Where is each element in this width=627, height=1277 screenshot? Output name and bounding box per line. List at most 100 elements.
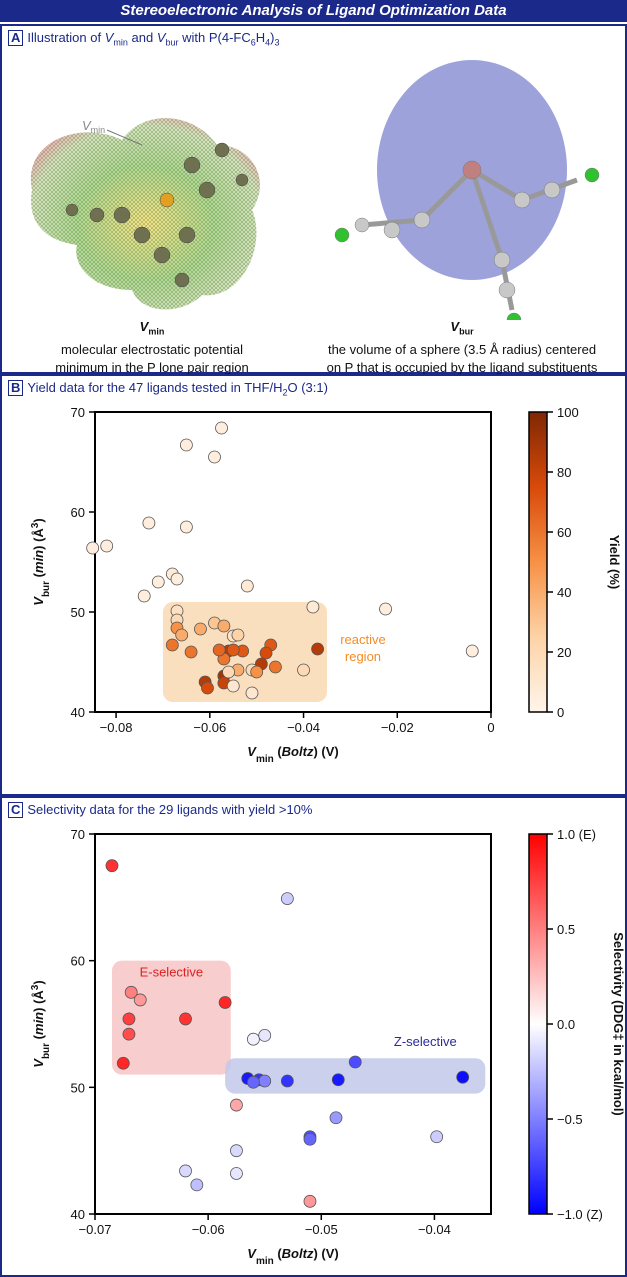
point bbox=[179, 1164, 192, 1178]
y-tick-label: 40 bbox=[71, 1207, 85, 1222]
x-tick-label: −0.06 bbox=[193, 720, 226, 735]
t: V bbox=[104, 30, 114, 45]
t: bur bbox=[459, 326, 474, 337]
point bbox=[194, 622, 207, 636]
point bbox=[230, 1167, 243, 1180]
t: the volume of a sphere (3.5 Å radius) ce… bbox=[327, 341, 597, 357]
label-part: min bbox=[31, 1012, 46, 1035]
x-tick-label: −0.07 bbox=[79, 1222, 112, 1237]
point bbox=[217, 619, 231, 633]
point bbox=[246, 1032, 260, 1046]
chart: reactive region −0.08 −0.06 −0.04 −0.02 0 40 50 6… bbox=[30, 405, 623, 765]
x-axis-title: Vmin (Boltz) (V) bbox=[247, 744, 338, 765]
y-tick-label: 50 bbox=[71, 1080, 85, 1095]
t: Yield data for the 47 ligands tested in … bbox=[27, 380, 283, 395]
point bbox=[226, 679, 240, 693]
y-tick-label: 70 bbox=[71, 405, 85, 420]
t: 4 bbox=[265, 37, 271, 48]
point bbox=[122, 1012, 136, 1026]
label-part: bur bbox=[41, 1043, 52, 1059]
colorbar-label: Selectivity (DDG‡ in kcal/mol) bbox=[611, 932, 625, 1116]
colorbar bbox=[528, 833, 548, 1215]
point bbox=[348, 1055, 362, 1069]
point bbox=[230, 1144, 243, 1158]
region bbox=[111, 960, 231, 1075]
point bbox=[142, 516, 156, 530]
point bbox=[151, 575, 165, 589]
t: Selectivity data for the 29 ligands with… bbox=[27, 802, 313, 817]
panel-heading: B Yield data for the 47 ligands tested in… bbox=[8, 380, 328, 398]
point bbox=[226, 643, 240, 657]
point bbox=[465, 644, 479, 658]
chart: E-selective Z-selective −0.07 −0.06 −0.05 −0.… bbox=[30, 827, 626, 1267]
point bbox=[246, 1075, 260, 1089]
colorbar-tick-label: 80 bbox=[557, 465, 571, 480]
point bbox=[303, 1132, 317, 1146]
point bbox=[311, 642, 325, 656]
x-tick-label: −0.05 bbox=[305, 1222, 338, 1237]
t: O (3:1) bbox=[287, 380, 328, 395]
annotation: reactive bbox=[340, 632, 386, 647]
point bbox=[456, 1070, 470, 1084]
point bbox=[175, 628, 189, 642]
t: V bbox=[139, 319, 149, 334]
panel-a: A Illustration of Vmin and Vbur with P(4-… bbox=[0, 24, 627, 375]
colorbar-tick-label: 40 bbox=[557, 585, 571, 600]
point bbox=[201, 681, 214, 695]
label-part: min bbox=[256, 1256, 274, 1267]
point bbox=[137, 589, 151, 603]
point bbox=[212, 643, 226, 657]
t: molecular electrostatic potential bbox=[60, 341, 244, 357]
label-part: Boltz bbox=[282, 744, 314, 759]
point bbox=[208, 450, 221, 464]
panel-letter: C bbox=[8, 802, 24, 818]
label-part: ) bbox=[31, 980, 46, 984]
point bbox=[259, 646, 273, 660]
panel-heading: A Illustration of Vmin and Vbur with P(4-… bbox=[8, 30, 280, 48]
t: min bbox=[113, 37, 128, 48]
label-part: ) (Å bbox=[31, 528, 46, 550]
point bbox=[250, 665, 264, 679]
t: V bbox=[82, 118, 92, 133]
point bbox=[269, 660, 282, 674]
point bbox=[133, 993, 147, 1007]
point bbox=[179, 1012, 192, 1026]
label-part: V bbox=[31, 596, 46, 606]
t: with P(4-FC bbox=[178, 30, 251, 45]
point bbox=[190, 1178, 204, 1192]
point bbox=[280, 1074, 294, 1088]
point bbox=[231, 628, 245, 642]
point bbox=[280, 892, 294, 905]
point bbox=[230, 1098, 243, 1112]
x-tick-label: −0.04 bbox=[418, 1222, 451, 1237]
colorbar bbox=[528, 411, 548, 713]
label-part: min bbox=[256, 754, 274, 765]
point bbox=[303, 1194, 317, 1208]
x-tick-label: −0.02 bbox=[381, 720, 414, 735]
point bbox=[258, 1074, 272, 1088]
panel-c: C Selectivity data for the 29 ligands wit… bbox=[0, 796, 627, 1277]
colorbar-tick-label: 0 bbox=[557, 705, 564, 720]
y-tick-label: 50 bbox=[71, 605, 85, 620]
annotation: Z-selective bbox=[394, 1034, 457, 1049]
y-axis-title: Vbur (min) (Å3) bbox=[30, 518, 52, 605]
annotation: E-selective bbox=[140, 965, 204, 980]
label-part: ) (Å bbox=[31, 990, 46, 1012]
y-tick-label: 70 bbox=[71, 827, 85, 842]
colorbar-tick-label: −1.0 (Z) bbox=[557, 1207, 603, 1222]
label-part: V bbox=[247, 1246, 257, 1261]
colorbar-tick-label: 20 bbox=[557, 645, 571, 660]
point bbox=[331, 1073, 345, 1087]
plot-frame bbox=[94, 411, 492, 713]
t: on P that is occupied by the ligand subs… bbox=[326, 359, 598, 375]
vbur-molecule bbox=[334, 60, 600, 320]
label-part: ) (V) bbox=[313, 1246, 338, 1261]
figure-title: Stereoelectronic Analysis of Ligand Opti… bbox=[0, 0, 627, 22]
label-part: Boltz bbox=[282, 1246, 314, 1261]
colorbar-tick-label: 60 bbox=[557, 525, 571, 540]
colorbar-tick-label: 0.5 bbox=[557, 922, 575, 937]
point bbox=[105, 859, 119, 873]
colorbar-label: Yield (%) bbox=[607, 535, 622, 589]
colorbar-tick-label: 100 bbox=[557, 405, 579, 420]
